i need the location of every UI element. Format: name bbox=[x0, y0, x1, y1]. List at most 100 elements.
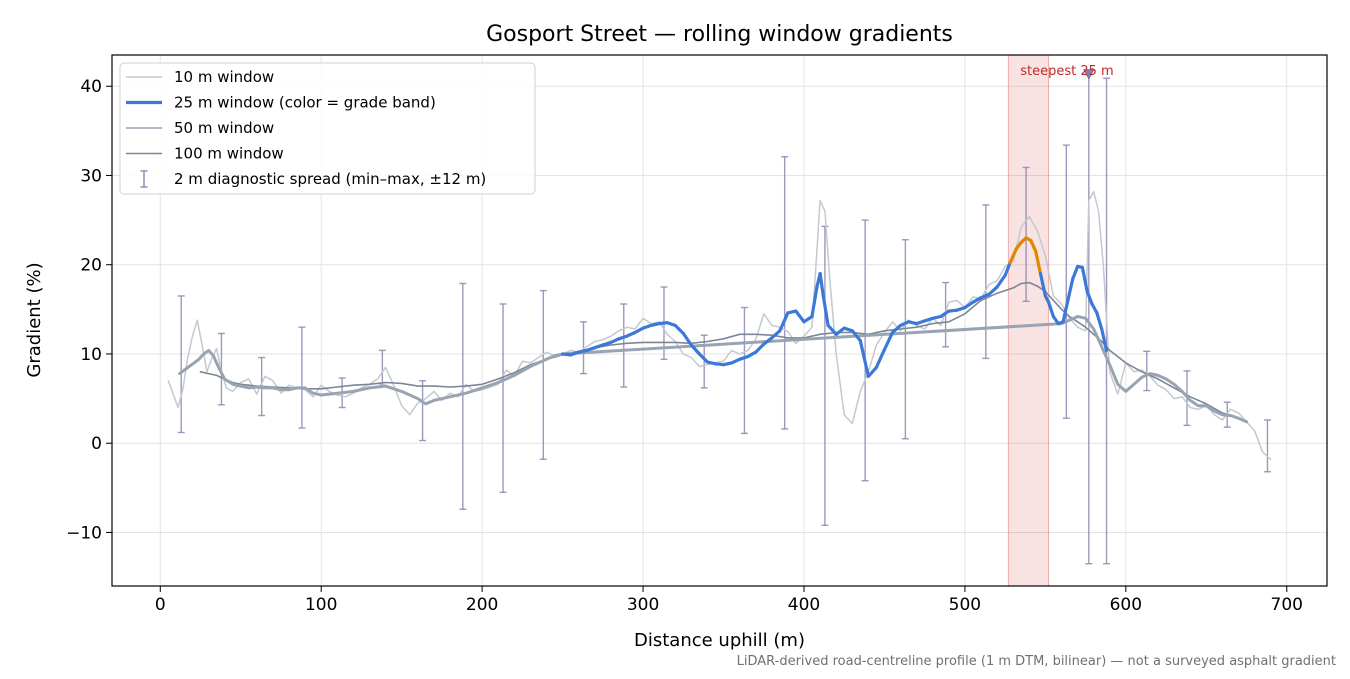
axes bbox=[106, 54, 1328, 592]
x-tick-label: 700 bbox=[1271, 595, 1303, 615]
y-tick-label: 10 bbox=[80, 345, 102, 365]
series-25m-segment bbox=[754, 342, 766, 354]
series-25m-segment bbox=[882, 330, 895, 352]
legend: 10 m window 25 m window (color = grade ba… bbox=[119, 62, 536, 195]
errorbar bbox=[419, 380, 427, 442]
series-25m-segment bbox=[681, 331, 693, 347]
markers bbox=[1083, 69, 1095, 80]
legend-entry-50m: 50 m window bbox=[126, 119, 274, 137]
legend-label: 2 m diagnostic spread (min–max, ±12 m) bbox=[174, 170, 486, 188]
footnote: LiDAR-derived road-centreline profile (1… bbox=[737, 654, 1336, 669]
series-25m-segment bbox=[850, 329, 862, 343]
steepest-band bbox=[1007, 54, 1050, 587]
series-25m-segment bbox=[1008, 247, 1019, 265]
x-tick-label: 500 bbox=[949, 595, 981, 615]
series-25m-segment bbox=[1046, 300, 1056, 319]
errorbar bbox=[1263, 419, 1271, 473]
series-25m-segment bbox=[1061, 298, 1070, 324]
series-25m-segment bbox=[697, 352, 710, 364]
plot-frame bbox=[111, 54, 1328, 587]
steepest-marker bbox=[1083, 69, 1095, 80]
series-25m-segment bbox=[858, 339, 871, 378]
errorbar bbox=[1022, 166, 1030, 303]
x-tick-label: 400 bbox=[788, 595, 820, 615]
series-25m-segment bbox=[1095, 311, 1104, 331]
series-25m-segment bbox=[995, 273, 1007, 289]
errorbar bbox=[539, 289, 547, 460]
series-25m-segment bbox=[987, 285, 999, 296]
series-25m-segment bbox=[1034, 249, 1043, 276]
y-tick-label: 0 bbox=[91, 434, 102, 454]
series-25m-segment bbox=[770, 329, 782, 340]
tick-labels: 0 100 200 300 400 500 600 700 −10 0 10 20 30 40 bbox=[66, 77, 1303, 615]
errorbar bbox=[298, 326, 306, 429]
series-25m-segment bbox=[963, 300, 975, 310]
series-lines bbox=[167, 190, 1272, 461]
series-25m-segment bbox=[826, 323, 838, 336]
y-tick-label: −10 bbox=[66, 523, 102, 543]
errorbar bbox=[620, 303, 628, 388]
x-axis-label: Distance uphill (m) bbox=[634, 630, 805, 651]
errorbar bbox=[861, 219, 869, 482]
x-tick-label: 100 bbox=[305, 595, 337, 615]
series-25m-segment bbox=[1085, 289, 1094, 306]
series-25m-segment bbox=[778, 311, 790, 333]
errorbar bbox=[982, 204, 990, 360]
series-25m-segment bbox=[866, 365, 879, 378]
legend-box bbox=[119, 62, 536, 195]
series-25m-segment bbox=[1080, 265, 1089, 294]
y-tick-label: 20 bbox=[80, 256, 102, 276]
x-tick-label: 200 bbox=[466, 595, 498, 615]
series-25m-segment bbox=[874, 347, 887, 369]
y-axis-label: Gradient (%) bbox=[24, 262, 45, 377]
series-25m-segment bbox=[673, 323, 685, 335]
steepest-highlight bbox=[1007, 54, 1050, 587]
legend-label: 10 m window bbox=[174, 68, 274, 86]
series-50m-line bbox=[178, 315, 1248, 424]
series-25m-segment bbox=[1071, 264, 1080, 281]
errorbar bbox=[499, 303, 507, 493]
chart-title: Gosport Street — rolling window gradient… bbox=[486, 22, 953, 47]
legend-entry-10m: 10 m window bbox=[126, 68, 274, 86]
series-25m-segment bbox=[1090, 302, 1099, 315]
series-25m-segment bbox=[762, 336, 774, 346]
series-25m-segment bbox=[939, 309, 951, 319]
legend-label: 100 m window bbox=[174, 145, 284, 163]
x-tick-label: 300 bbox=[627, 595, 659, 615]
series-25m-segment bbox=[810, 285, 819, 319]
series-25m-segment bbox=[1066, 277, 1075, 302]
series-25m-segment bbox=[1003, 261, 1012, 277]
legend-entry-25m: 25 m window (color = grade band) bbox=[126, 94, 436, 112]
series-100m-line bbox=[199, 281, 1240, 420]
errorbar bbox=[821, 225, 829, 527]
x-tick-label: 600 bbox=[1110, 595, 1142, 615]
series-25m-segment bbox=[689, 343, 702, 356]
errorbar bbox=[177, 295, 185, 434]
y-tick-label: 40 bbox=[80, 77, 102, 97]
series-25m-segment bbox=[794, 309, 806, 324]
errorbar bbox=[740, 306, 748, 435]
legend-label: 50 m window bbox=[174, 119, 274, 137]
series-25m-segment bbox=[834, 326, 846, 336]
series-25m-segment bbox=[821, 294, 830, 327]
errorbar bbox=[1062, 144, 1070, 419]
series-25m-segment bbox=[818, 272, 825, 298]
legend-label: 25 m window (color = grade band) bbox=[174, 94, 436, 112]
y-tick-label: 30 bbox=[80, 166, 102, 186]
legend-entry-errorbars: 2 m diagnostic spread (min–max, ±12 m) bbox=[140, 170, 486, 188]
series-25m-segment bbox=[1029, 239, 1038, 253]
errorbar bbox=[781, 156, 789, 430]
series-25m-segment bbox=[1038, 272, 1048, 298]
series-25m-segment bbox=[890, 323, 903, 335]
series-10m-line bbox=[167, 190, 1272, 461]
errorbar bbox=[901, 239, 909, 440]
errorbar bbox=[459, 282, 467, 510]
series-25m-segment bbox=[1100, 327, 1109, 352]
errorbar bbox=[1143, 350, 1151, 392]
x-tick-label: 0 bbox=[155, 595, 166, 615]
highlight-label: steepest 25 m bbox=[1020, 64, 1113, 79]
legend-entry-100m: 100 m window bbox=[126, 145, 284, 163]
errorbar bbox=[580, 321, 588, 375]
